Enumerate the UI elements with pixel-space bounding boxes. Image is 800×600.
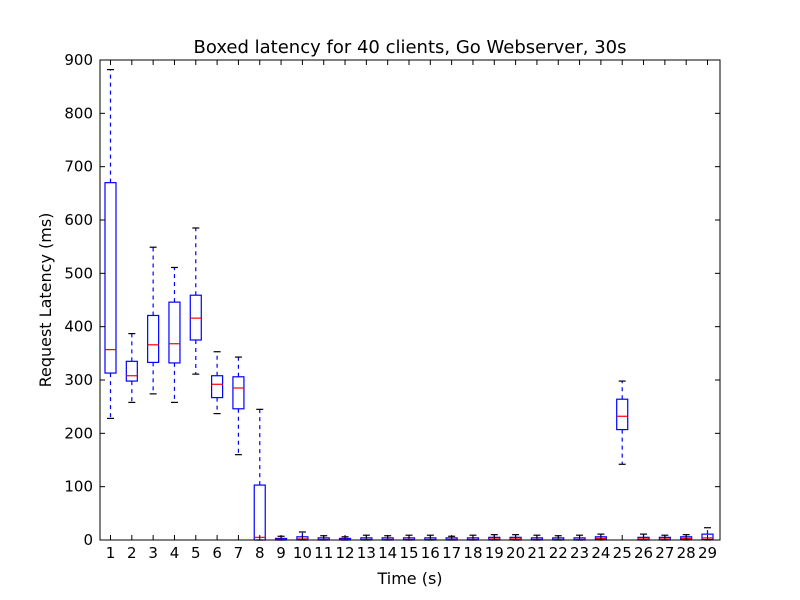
y-tick-label: 700	[64, 158, 93, 176]
box-7	[232, 356, 245, 456]
chart-title: Boxed latency for 40 clients, Go Webserv…	[194, 37, 627, 58]
x-tick-label: 3	[148, 544, 158, 562]
box-iqr	[232, 376, 245, 410]
box-iqr	[104, 182, 117, 374]
box-iqr	[125, 360, 138, 382]
x-tick-label: 10	[293, 544, 312, 562]
x-axis: 1 2 3 4 5 6 7 8 9 10 11 12 13 14 15 16 17 18 19 20 21 22 23 24 2…	[106, 60, 717, 562]
x-tick-label: 28	[677, 544, 696, 562]
y-tick-label: 900	[64, 51, 93, 69]
x-tick-label: 27	[655, 544, 674, 562]
box-iqr	[147, 314, 160, 364]
x-tick-label: 11	[314, 544, 333, 562]
y-axis-label: Request Latency (ms)	[36, 213, 55, 388]
x-tick-label: 4	[170, 544, 180, 562]
x-axis-label: Time (s)	[376, 569, 442, 588]
box-5	[189, 227, 202, 375]
x-tick-label: 16	[421, 544, 440, 562]
box-iqr	[168, 301, 181, 364]
x-tick-label: 8	[255, 544, 265, 562]
box-4	[168, 266, 181, 403]
x-tick-label: 19	[485, 544, 504, 562]
x-tick-label: 18	[463, 544, 482, 562]
y-tick-label: 500	[64, 264, 93, 282]
x-tick-label: 17	[442, 544, 461, 562]
y-axis: 0 100 200 300 400 500 600 700 800 900	[64, 51, 720, 549]
box-1	[104, 68, 117, 419]
x-tick-label: 23	[570, 544, 589, 562]
x-tick-label: 9	[276, 544, 286, 562]
box-iqr	[616, 398, 629, 431]
x-tick-label: 15	[399, 544, 418, 562]
x-tick-label: 2	[127, 544, 137, 562]
box-2	[125, 333, 138, 403]
y-tick-label: 200	[64, 424, 93, 442]
x-tick-label: 6	[212, 544, 222, 562]
x-tick-label: 24	[591, 544, 610, 562]
box-iqr	[253, 484, 266, 541]
x-tick-label: 22	[549, 544, 568, 562]
y-tick-label: 600	[64, 211, 93, 229]
x-tick-label: 21	[527, 544, 546, 562]
x-tick-label: 20	[506, 544, 525, 562]
x-tick-label: 7	[234, 544, 244, 562]
y-tick-label: 800	[64, 104, 93, 122]
x-tick-label: 12	[335, 544, 354, 562]
box-iqr	[211, 375, 224, 399]
y-tick-label: 100	[64, 478, 93, 496]
x-tick-label: 5	[191, 544, 201, 562]
box-8	[253, 408, 266, 541]
x-tick-label: 13	[357, 544, 376, 562]
x-tick-label: 26	[634, 544, 653, 562]
y-tick-label: 400	[64, 318, 93, 336]
y-tick-label: 0	[83, 531, 93, 549]
y-tick-label: 300	[64, 371, 93, 389]
x-tick-label: 29	[698, 544, 717, 562]
box-6	[211, 351, 224, 415]
x-tick-label: 14	[378, 544, 397, 562]
box-3	[147, 246, 160, 395]
x-tick-label: 25	[613, 544, 632, 562]
box-25	[616, 380, 629, 465]
plot-area	[99, 59, 721, 541]
plot-frame	[99, 59, 721, 541]
x-tick-label: 1	[106, 544, 116, 562]
